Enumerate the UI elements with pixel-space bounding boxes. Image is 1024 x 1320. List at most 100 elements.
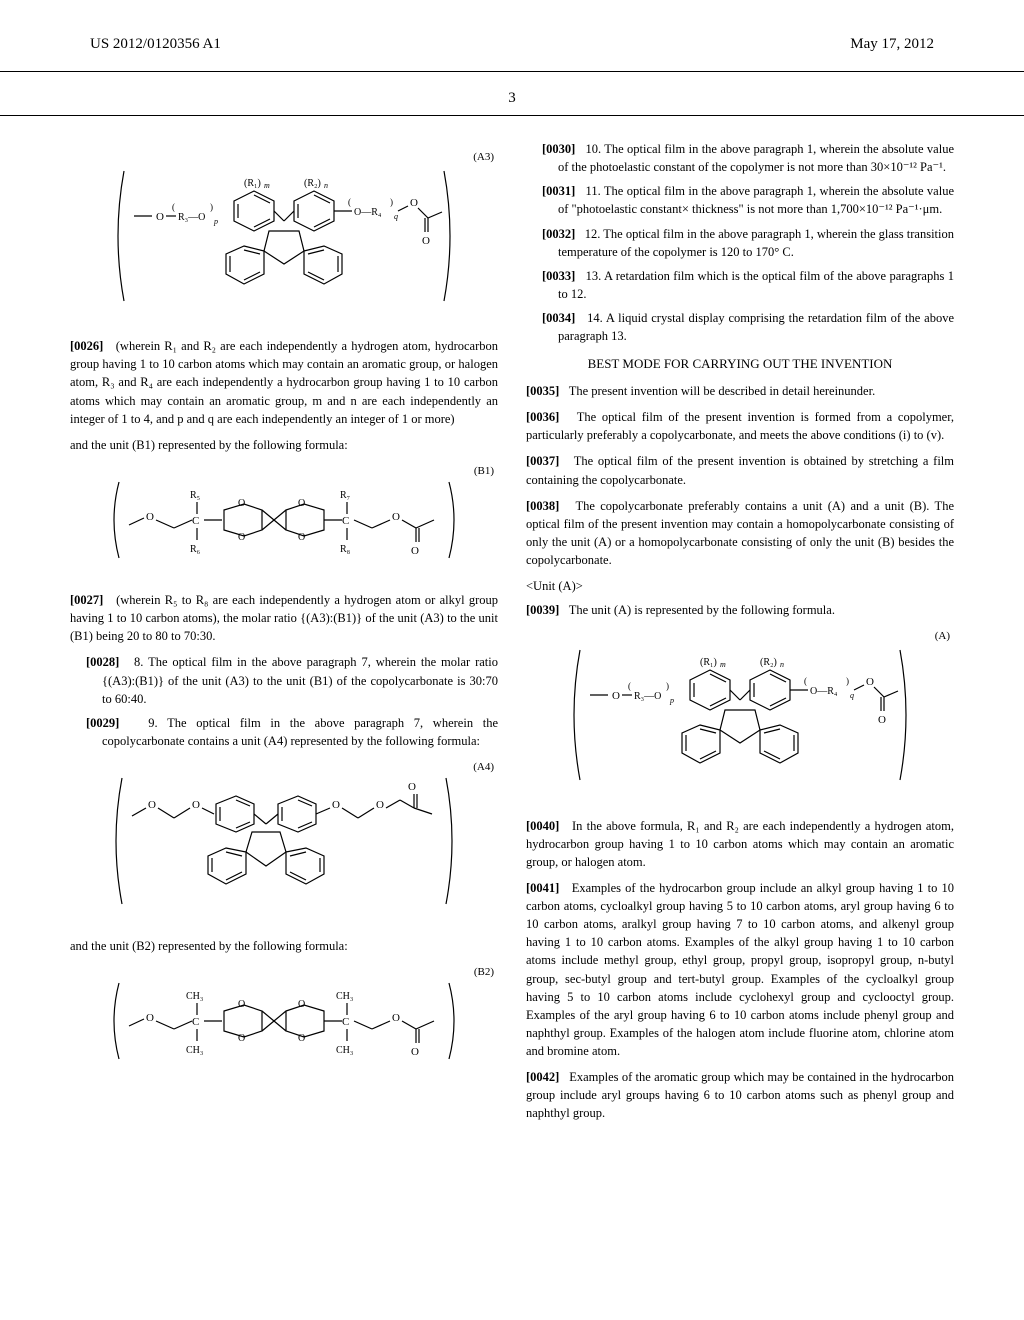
svg-text:CH₃: CH₃ [186, 1045, 203, 1056]
svg-text:C: C [342, 1016, 349, 1028]
svg-text:(R₁): (R₁) [244, 178, 261, 189]
svg-text:): ) [666, 681, 669, 691]
para-text: 11. The optical film in the above paragr… [558, 184, 954, 216]
svg-text:O: O [392, 511, 400, 523]
svg-text:(R₂): (R₂) [760, 657, 777, 668]
svg-text:O: O [411, 545, 419, 557]
svg-text:O: O [298, 999, 305, 1010]
para-text: The optical film of the present inventio… [526, 410, 954, 442]
svg-text:R₃—O: R₃—O [178, 212, 205, 223]
left-column: (A3) O ( R₃—O ) p (R₁)m [70, 140, 498, 1131]
svg-text:(: ( [628, 681, 631, 691]
chem-structure-A: (A) O ( R₃—O ) p (R₁)m (R₂)n [526, 635, 954, 800]
para-0026: [0026] (wherein R₁ and R₂ are each indep… [70, 337, 498, 428]
chem-svg-B1: O C R₅ R₆ O O O O C [104, 470, 464, 570]
svg-text:C: C [192, 1016, 199, 1028]
para-text: Examples of the hydrocarbon group includ… [526, 881, 954, 1058]
chem-svg-A3: O ( R₃—O ) p (R₁)m (R₂)n [104, 156, 464, 316]
svg-text:R₇: R₇ [340, 490, 350, 501]
para-num: [0041] [526, 881, 559, 895]
svg-text:O: O [878, 714, 886, 726]
para-text: (wherein R₁ and R₂ are each independentl… [70, 339, 498, 426]
para-0037: [0037] The optical film of the present i… [526, 452, 954, 488]
chem-label-A3: (A3) [473, 150, 494, 166]
right-column: [0030] 10. The optical film in the above… [526, 140, 954, 1131]
para-0042: [0042] Examples of the aromatic group wh… [526, 1068, 954, 1122]
svg-text:O: O [298, 532, 305, 543]
svg-text:): ) [210, 202, 213, 212]
para-0027: [0027] (wherein R₅ to R₈ are each indepe… [70, 591, 498, 645]
para-0036: [0036] The optical film of the present i… [526, 408, 954, 444]
chem-label-A4: (A4) [473, 760, 494, 776]
svg-text:R₃—O: R₃—O [634, 691, 661, 702]
chem-structure-B1: (B1) O C R₅ R₆ O O [70, 470, 498, 575]
header-rule [0, 71, 1024, 72]
para-text: Examples of the aromatic group which may… [526, 1070, 954, 1120]
svg-text:O: O [332, 799, 340, 811]
para-text: In the above formula, R₁ and R₂ are each… [526, 819, 954, 869]
svg-text:O: O [410, 197, 418, 209]
svg-text:m: m [264, 181, 270, 190]
chem-svg-A: O ( R₃—O ) p (R₁)m (R₂)n [560, 635, 920, 795]
para-text: The unit (A) is represented by the follo… [569, 603, 835, 617]
para-text: (wherein R₅ to R₈ are each independently… [70, 593, 498, 643]
para-0038: [0038] The copolycarbonate preferably co… [526, 497, 954, 570]
para-num: [0039] [526, 603, 559, 617]
svg-text:O: O [612, 690, 620, 702]
svg-text:(R₂): (R₂) [304, 178, 321, 189]
svg-text:q: q [394, 212, 398, 221]
svg-text:O—R₄: O—R₄ [354, 207, 382, 218]
publication-number: US 2012/0120356 A1 [90, 36, 221, 53]
unit-A-heading: <Unit (A)> [526, 577, 954, 595]
para-num: [0036] [526, 410, 559, 424]
svg-text:O: O [298, 1033, 305, 1044]
svg-text:CH₃: CH₃ [186, 991, 203, 1002]
svg-text:(R₁): (R₁) [700, 657, 717, 668]
para-num: [0031] [542, 184, 575, 198]
para-0035: [0035] The present invention will be des… [526, 382, 954, 400]
svg-text:O: O [238, 498, 245, 509]
para-text: The optical film of the present inventio… [526, 454, 954, 486]
para-0033: [0033] 13. A retardation film which is t… [526, 267, 954, 303]
para-num: [0037] [526, 454, 559, 468]
publication-date: May 17, 2012 [850, 36, 934, 53]
para-num: [0040] [526, 819, 559, 833]
svg-text:O: O [408, 781, 416, 793]
svg-text:R₅: R₅ [190, 490, 200, 501]
svg-text:(: ( [348, 197, 351, 207]
svg-text:O: O [866, 676, 874, 688]
para-0032: [0032] 12. The optical film in the above… [526, 225, 954, 261]
para-num: [0030] [542, 142, 575, 156]
svg-text:(: ( [804, 676, 807, 686]
line-B1-intro: and the unit (B1) represented by the fol… [70, 436, 498, 454]
para-text: 10. The optical film in the above paragr… [558, 142, 954, 174]
para-text: 9. The optical film in the above paragra… [102, 716, 498, 748]
para-0029: [0029] 9. The optical film in the above … [70, 714, 498, 750]
para-text: 14. A liquid crystal display comprising … [558, 311, 954, 343]
svg-text:O—R₄: O—R₄ [810, 686, 838, 697]
svg-text:O: O [146, 1012, 154, 1024]
para-num: [0035] [526, 384, 559, 398]
svg-text:): ) [846, 676, 849, 686]
svg-text:n: n [324, 181, 328, 190]
svg-text:O: O [411, 1046, 419, 1058]
para-num: [0042] [526, 1070, 559, 1084]
svg-text:R₆: R₆ [190, 544, 201, 555]
svg-text:p: p [213, 217, 218, 226]
svg-text:O: O [376, 799, 384, 811]
page-number: 3 [0, 90, 1024, 107]
svg-text:O: O [238, 532, 245, 543]
chem-structure-B2: (B2) O C CH₃ CH₃ O O O [70, 971, 498, 1076]
line-B2-intro: and the unit (B2) represented by the fol… [70, 937, 498, 955]
svg-text:R₈: R₈ [340, 544, 351, 555]
svg-text:O: O [392, 1012, 400, 1024]
svg-text:O: O [422, 235, 430, 247]
svg-text:(: ( [172, 202, 175, 212]
svg-text:O: O [298, 498, 305, 509]
section-heading: BEST MODE FOR CARRYING OUT THE INVENTION [526, 355, 954, 374]
page-header: US 2012/0120356 A1 May 17, 2012 [0, 0, 1024, 63]
svg-text:O: O [146, 511, 154, 523]
svg-text:C: C [342, 515, 349, 527]
svg-text:O: O [156, 211, 164, 223]
para-0031: [0031] 11. The optical film in the above… [526, 182, 954, 218]
